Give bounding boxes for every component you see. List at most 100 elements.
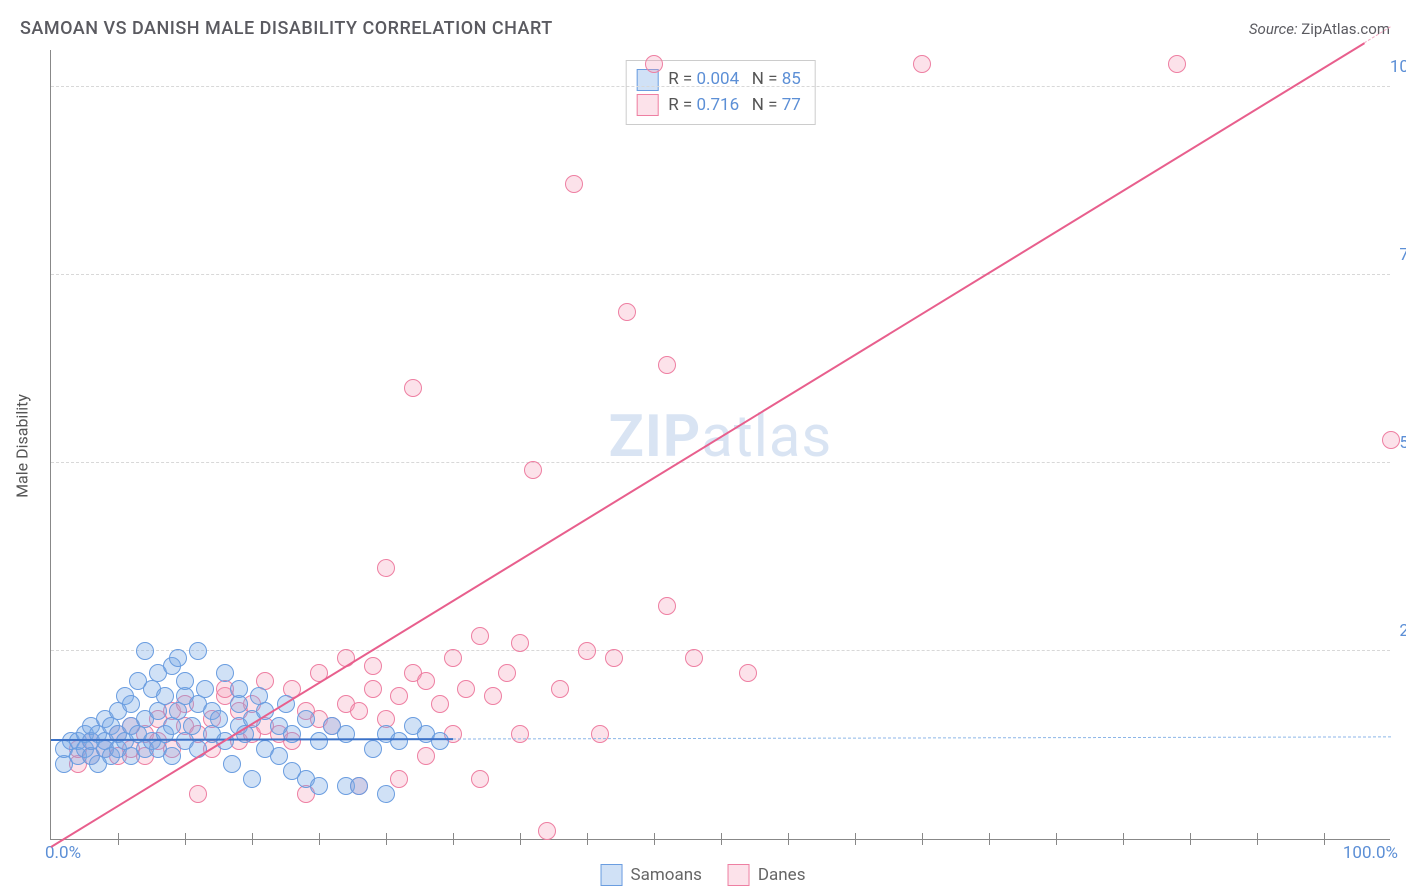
data-point [1382, 431, 1400, 449]
data-point [390, 687, 408, 705]
data-point [431, 695, 449, 713]
data-point [377, 785, 395, 803]
data-point [511, 725, 529, 743]
data-point [524, 461, 542, 479]
data-point [230, 680, 248, 698]
data-point [364, 740, 382, 758]
y-tick-label: 75.0% [1355, 245, 1406, 265]
data-point [471, 627, 489, 645]
x-minor-tick [587, 833, 588, 845]
data-point [364, 680, 382, 698]
data-point [739, 664, 757, 682]
data-point [498, 664, 516, 682]
trend-line [50, 42, 1364, 847]
data-point [223, 755, 241, 773]
data-point [270, 747, 288, 765]
legend-row: R = 0.716 N = 77 [636, 93, 801, 119]
x-minor-tick [185, 833, 186, 845]
x-minor-tick [1257, 833, 1258, 845]
x-minor-tick [855, 833, 856, 845]
x-minor-tick [1324, 833, 1325, 845]
data-point [364, 657, 382, 675]
data-point [136, 642, 154, 660]
data-point [417, 672, 435, 690]
data-point [591, 725, 609, 743]
data-point [377, 559, 395, 577]
data-point [404, 379, 422, 397]
data-point [538, 822, 556, 840]
legend-item: Samoans [601, 864, 702, 886]
data-point [658, 356, 676, 374]
grid-line [51, 462, 1390, 463]
data-point [310, 732, 328, 750]
legend-row: R = 0.004 N = 85 [636, 67, 801, 93]
y-tick-label: 25.0% [1355, 621, 1406, 641]
source-label: Source: [1249, 20, 1298, 38]
legend-stats-text: R = 0.716 N = 77 [668, 93, 801, 119]
x-minor-tick [252, 833, 253, 845]
data-point [457, 680, 475, 698]
plot-area: ZIPatlas R = 0.004 N = 85R = 0.716 N = 7… [50, 50, 1390, 840]
grid-line [51, 274, 1390, 275]
x-minor-tick [1190, 833, 1191, 845]
data-point [565, 175, 583, 193]
legend-label: Samoans [631, 865, 702, 885]
data-point [444, 649, 462, 667]
x-minor-tick [520, 833, 521, 845]
data-point [350, 777, 368, 795]
data-point [310, 777, 328, 795]
x-minor-tick [721, 833, 722, 845]
data-point [645, 55, 663, 73]
data-point [658, 597, 676, 615]
legend-label: Danes [758, 865, 806, 885]
data-point [163, 747, 181, 765]
x-axis-max-label: 100.0% [1343, 843, 1398, 863]
legend-swatch [601, 864, 623, 886]
grid-line [51, 86, 1390, 87]
x-minor-tick [922, 833, 923, 845]
series-legend: Samoans Danes [601, 864, 806, 886]
data-point [350, 702, 368, 720]
data-point [176, 672, 194, 690]
data-point [297, 710, 315, 728]
x-minor-tick [1056, 833, 1057, 845]
data-point [1168, 55, 1186, 73]
data-point [196, 680, 214, 698]
x-minor-tick [319, 833, 320, 845]
legend-swatch [636, 94, 658, 116]
x-minor-tick [118, 833, 119, 845]
x-minor-tick [989, 833, 990, 845]
data-point [913, 55, 931, 73]
x-minor-tick [788, 833, 789, 845]
data-point [156, 687, 174, 705]
y-axis-label: Male Disability [13, 394, 32, 498]
data-point [169, 649, 187, 667]
data-point [618, 303, 636, 321]
x-minor-tick [654, 833, 655, 845]
grid-line [51, 650, 1390, 651]
source-credit: Source: ZipAtlas.com [1249, 20, 1390, 38]
data-point [484, 687, 502, 705]
data-point [471, 770, 489, 788]
data-point [431, 732, 449, 750]
data-point [685, 649, 703, 667]
data-point [210, 710, 228, 728]
data-point [390, 732, 408, 750]
data-point [551, 680, 569, 698]
x-minor-tick [386, 833, 387, 845]
data-point [417, 747, 435, 765]
data-point [605, 649, 623, 667]
data-point [390, 770, 408, 788]
legend-stats-text: R = 0.004 N = 85 [668, 67, 801, 93]
x-minor-tick [1123, 833, 1124, 845]
x-minor-tick [453, 833, 454, 845]
data-point [183, 717, 201, 735]
data-point [216, 664, 234, 682]
data-point [122, 695, 140, 713]
data-point [243, 770, 261, 788]
data-point [511, 634, 529, 652]
y-tick-label: 100.0% [1355, 57, 1406, 77]
legend-swatch [728, 864, 750, 886]
data-point [189, 785, 207, 803]
data-point [578, 642, 596, 660]
